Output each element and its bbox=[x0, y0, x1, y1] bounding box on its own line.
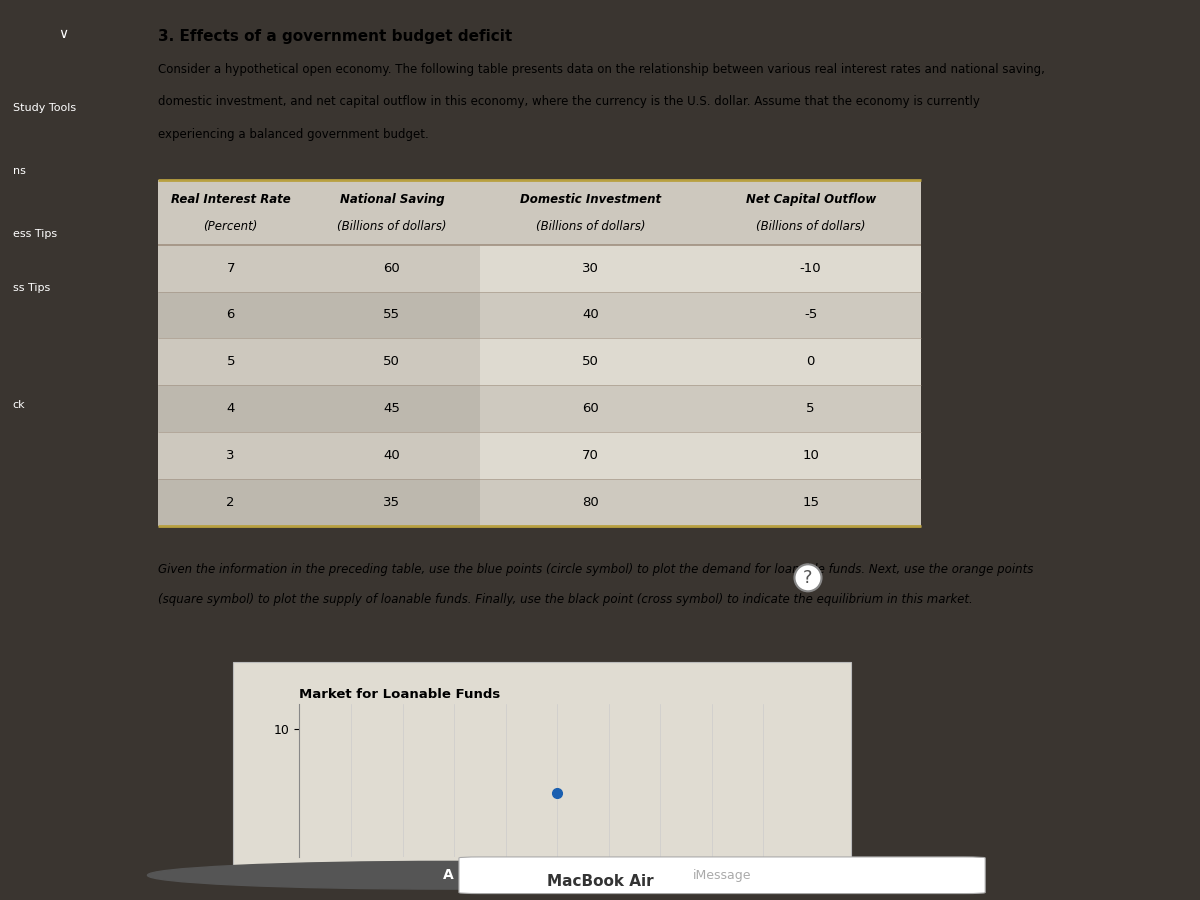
Text: 70: 70 bbox=[582, 449, 599, 462]
Text: (square symbol) to plot the supply of loanable funds. Finally, use the black poi: (square symbol) to plot the supply of lo… bbox=[158, 593, 973, 606]
Text: (Billions of dollars): (Billions of dollars) bbox=[756, 220, 865, 233]
FancyBboxPatch shape bbox=[480, 292, 920, 338]
Text: 45: 45 bbox=[383, 402, 401, 415]
Text: domestic investment, and net capital outflow in this economy, where the currency: domestic investment, and net capital out… bbox=[158, 95, 980, 108]
Text: -5: -5 bbox=[804, 309, 817, 321]
Text: 15: 15 bbox=[802, 496, 820, 508]
Text: 55: 55 bbox=[383, 309, 401, 321]
FancyBboxPatch shape bbox=[480, 245, 920, 292]
FancyBboxPatch shape bbox=[480, 338, 920, 385]
Text: ?: ? bbox=[803, 569, 812, 587]
FancyBboxPatch shape bbox=[158, 338, 480, 385]
FancyBboxPatch shape bbox=[158, 292, 480, 338]
Text: -10: -10 bbox=[800, 262, 822, 274]
Text: National Saving: National Saving bbox=[340, 194, 444, 206]
FancyBboxPatch shape bbox=[158, 245, 480, 292]
Text: ∨: ∨ bbox=[58, 27, 68, 41]
Text: 30: 30 bbox=[582, 262, 599, 274]
FancyBboxPatch shape bbox=[158, 479, 480, 526]
Text: 10: 10 bbox=[803, 449, 820, 462]
Text: 50: 50 bbox=[383, 356, 401, 368]
FancyBboxPatch shape bbox=[158, 180, 920, 245]
Text: 50: 50 bbox=[582, 356, 599, 368]
Text: 5: 5 bbox=[806, 402, 815, 415]
Text: 2: 2 bbox=[227, 496, 235, 508]
FancyBboxPatch shape bbox=[158, 385, 480, 432]
FancyBboxPatch shape bbox=[158, 432, 480, 479]
FancyBboxPatch shape bbox=[458, 857, 985, 894]
Text: A: A bbox=[443, 868, 454, 882]
Text: ss Tips: ss Tips bbox=[13, 283, 50, 293]
Text: 6: 6 bbox=[227, 309, 235, 321]
Text: Given the information in the preceding table, use the blue points (circle symbol: Given the information in the preceding t… bbox=[158, 563, 1033, 576]
Text: 7: 7 bbox=[227, 262, 235, 274]
Text: MacBook Air: MacBook Air bbox=[547, 875, 653, 889]
Text: 60: 60 bbox=[384, 262, 400, 274]
Text: 4: 4 bbox=[227, 402, 235, 415]
Text: 35: 35 bbox=[383, 496, 401, 508]
FancyBboxPatch shape bbox=[480, 432, 920, 479]
Text: 40: 40 bbox=[582, 309, 599, 321]
Text: 5: 5 bbox=[227, 356, 235, 368]
Text: 80: 80 bbox=[582, 496, 599, 508]
Text: 40: 40 bbox=[384, 449, 400, 462]
Text: 60: 60 bbox=[582, 402, 599, 415]
Text: Study Tools: Study Tools bbox=[13, 103, 76, 113]
Text: ns: ns bbox=[13, 166, 25, 176]
Text: Consider a hypothetical open economy. The following table presents data on the r: Consider a hypothetical open economy. Th… bbox=[158, 63, 1045, 76]
Text: Market for Loanable Funds: Market for Loanable Funds bbox=[300, 688, 500, 701]
Text: ck: ck bbox=[13, 400, 25, 410]
Circle shape bbox=[148, 861, 749, 889]
FancyBboxPatch shape bbox=[233, 662, 851, 873]
Text: (Percent): (Percent) bbox=[204, 220, 258, 233]
Text: ess Tips: ess Tips bbox=[13, 229, 56, 239]
Text: (Billions of dollars): (Billions of dollars) bbox=[337, 220, 446, 233]
Text: Real Interest Rate: Real Interest Rate bbox=[170, 194, 290, 206]
FancyBboxPatch shape bbox=[480, 479, 920, 526]
Text: (Billions of dollars): (Billions of dollars) bbox=[535, 220, 646, 233]
Text: Net Capital Outflow: Net Capital Outflow bbox=[745, 194, 876, 206]
Text: 3. Effects of a government budget deficit: 3. Effects of a government budget defici… bbox=[158, 29, 512, 44]
Text: 0: 0 bbox=[806, 356, 815, 368]
Text: experiencing a balanced government budget.: experiencing a balanced government budge… bbox=[158, 128, 428, 140]
FancyBboxPatch shape bbox=[480, 385, 920, 432]
Text: Domestic Investment: Domestic Investment bbox=[520, 194, 661, 206]
Text: 3: 3 bbox=[227, 449, 235, 462]
Text: iMessage: iMessage bbox=[692, 868, 751, 882]
